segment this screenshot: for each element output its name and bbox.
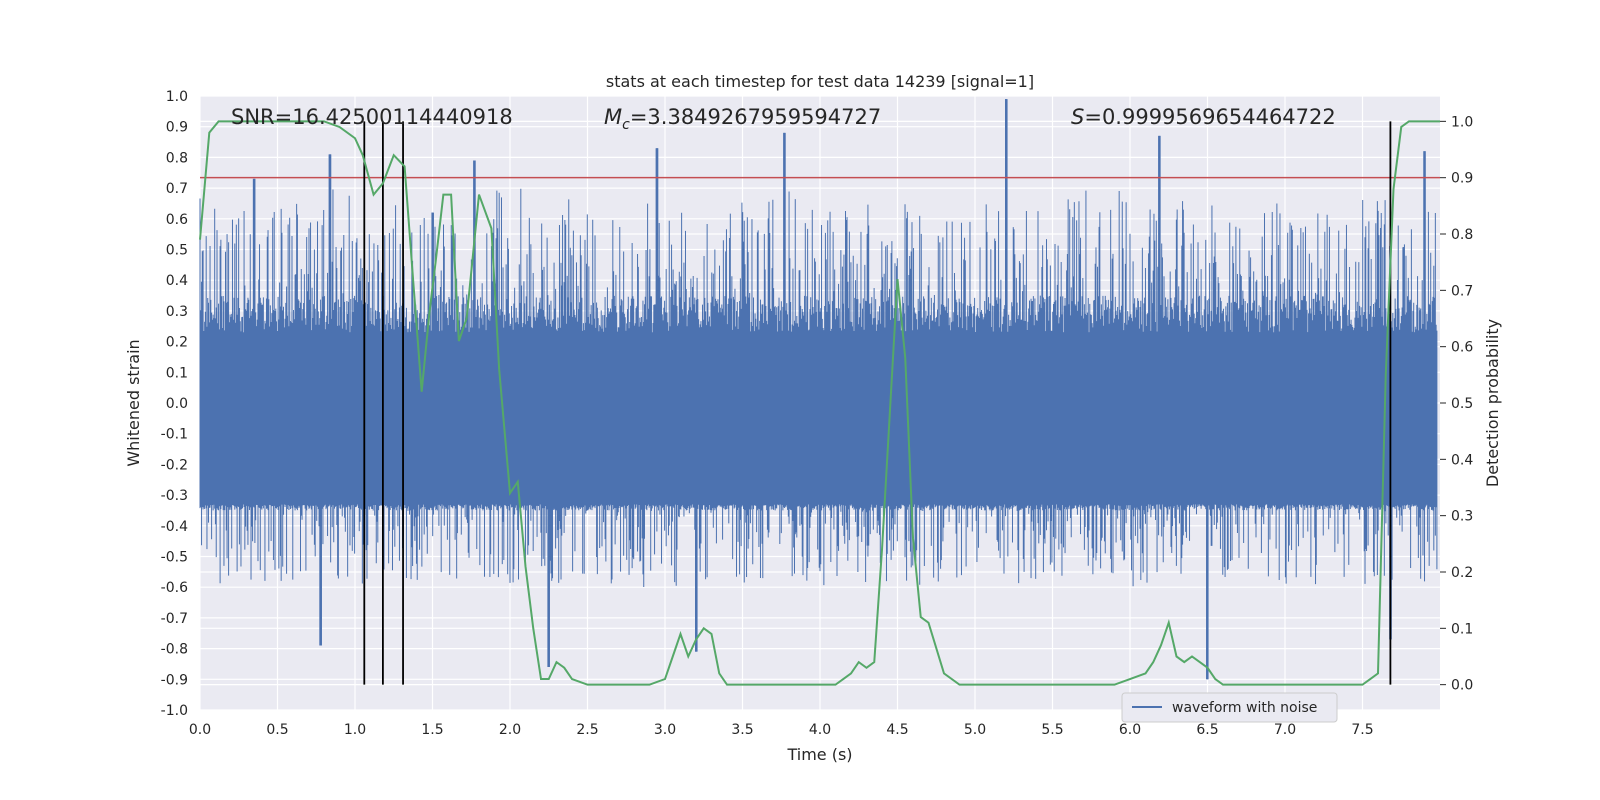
y-tick-label: 0.9	[166, 120, 188, 136]
y2-tick-label: 0.1	[1451, 621, 1473, 637]
y-tick-label: -0.9	[161, 672, 188, 688]
y-axis-label: Whitened strain	[124, 339, 143, 466]
y-tick-label: -0.5	[161, 550, 188, 566]
y-tick-label: 0.8	[166, 150, 188, 166]
y-tick-label: 0.2	[166, 335, 188, 351]
mc-symbol: M	[604, 105, 622, 129]
x-tick-label: 0.5	[266, 722, 288, 738]
x-tick-label: 1.0	[344, 722, 366, 738]
y-axis: -1.0 -0.9 -0.8 -0.7 -0.6 -0.5 -0.4 -0.3 -0.2 -0.1…	[161, 89, 188, 719]
y-tick-label: -0.8	[161, 642, 188, 658]
y-tick-label: 0.4	[166, 273, 188, 289]
y2-tick-label: 0.3	[1451, 509, 1473, 525]
y-tick-label: -0.2	[161, 457, 188, 473]
mc-value: =3.3849267959594727	[630, 105, 881, 129]
y-tick-label: 0.0	[166, 396, 188, 412]
s-symbol: S	[1071, 105, 1084, 129]
y-tick-label: -1.0	[161, 703, 188, 719]
x-tick-label: 3.0	[654, 722, 676, 738]
y-tick-label: -0.1	[161, 427, 188, 443]
y2-tick-label: 0.9	[1451, 171, 1473, 187]
mc-annotation: Mc=3.3849267959594727	[604, 105, 881, 133]
s-annotation: S=0.9999569654464722	[1071, 105, 1336, 129]
chart-title: stats at each timestep for test data 142…	[606, 72, 1034, 91]
x-tick-label: 0.0	[189, 722, 211, 738]
y-tick-label: 0.3	[166, 304, 188, 320]
vertical-markers	[363, 121, 1392, 685]
y-tick-label: -0.7	[161, 611, 188, 627]
x-tick-label: 6.0	[1119, 722, 1141, 738]
y2-tick-label: 0.7	[1451, 283, 1473, 299]
y-tick-label: 0.5	[166, 243, 188, 259]
x-tick-label: 3.5	[731, 722, 753, 738]
probability-line	[199, 120, 1440, 686]
x-tick-label: 4.5	[886, 722, 908, 738]
x-tick-label: 4.0	[809, 722, 831, 738]
y2-axis-label: Detection probability	[1483, 319, 1502, 487]
y-tick-label: 0.1	[166, 365, 188, 381]
mc-subscript: c	[622, 117, 630, 133]
y-tick-label: -0.3	[161, 488, 188, 504]
x-tick-label: 2.5	[576, 722, 598, 738]
y-tick-label: -0.6	[161, 580, 188, 596]
x-tick-label: 2.0	[499, 722, 521, 738]
x-axis-label: Time (s)	[786, 745, 852, 764]
x-tick-label: 7.0	[1274, 722, 1296, 738]
y2-tick-label: 0.4	[1451, 452, 1473, 468]
y2-tick-label: 0.6	[1451, 340, 1473, 356]
x-tick-label: 5.5	[1041, 722, 1063, 738]
y2-tick-label: 0.2	[1451, 565, 1473, 581]
x-axis: 0.0 0.5 1.0 1.5 2.0 2.5 3.0 3.5 4.0 4.5 5.0 5.5 6.0 6…	[189, 722, 1374, 738]
y-tick-label: -0.4	[161, 519, 188, 535]
y-tick-label: 0.7	[166, 181, 188, 197]
legend: waveform with noise	[1121, 692, 1338, 723]
y2-axis: 0.0 0.1 0.2 0.3 0.4 0.5 0.6 0.7 0.8 0.9 1.0	[1440, 114, 1473, 694]
strain-series	[199, 99, 1438, 680]
x-tick-label: 5.0	[964, 722, 986, 738]
y-tick-label: 0.6	[166, 212, 188, 228]
legend-label: waveform with noise	[1172, 700, 1317, 716]
y2-tick-label: 0.5	[1451, 396, 1473, 412]
x-tick-label: 1.5	[421, 722, 443, 738]
snr-annotation: SNR=16.42500114440918	[231, 105, 513, 129]
strain-dense-band	[200, 332, 1437, 505]
x-tick-label: 7.5	[1351, 722, 1373, 738]
x-tick-label: 6.5	[1196, 722, 1218, 738]
y2-tick-label: 0.0	[1451, 678, 1473, 694]
y2-tick-label: 1.0	[1451, 114, 1473, 130]
s-value: =0.9999569654464722	[1084, 105, 1335, 129]
legend-box	[1121, 692, 1338, 723]
y2-tick-label: 0.8	[1451, 227, 1473, 243]
y-tick-label: 1.0	[166, 89, 188, 105]
